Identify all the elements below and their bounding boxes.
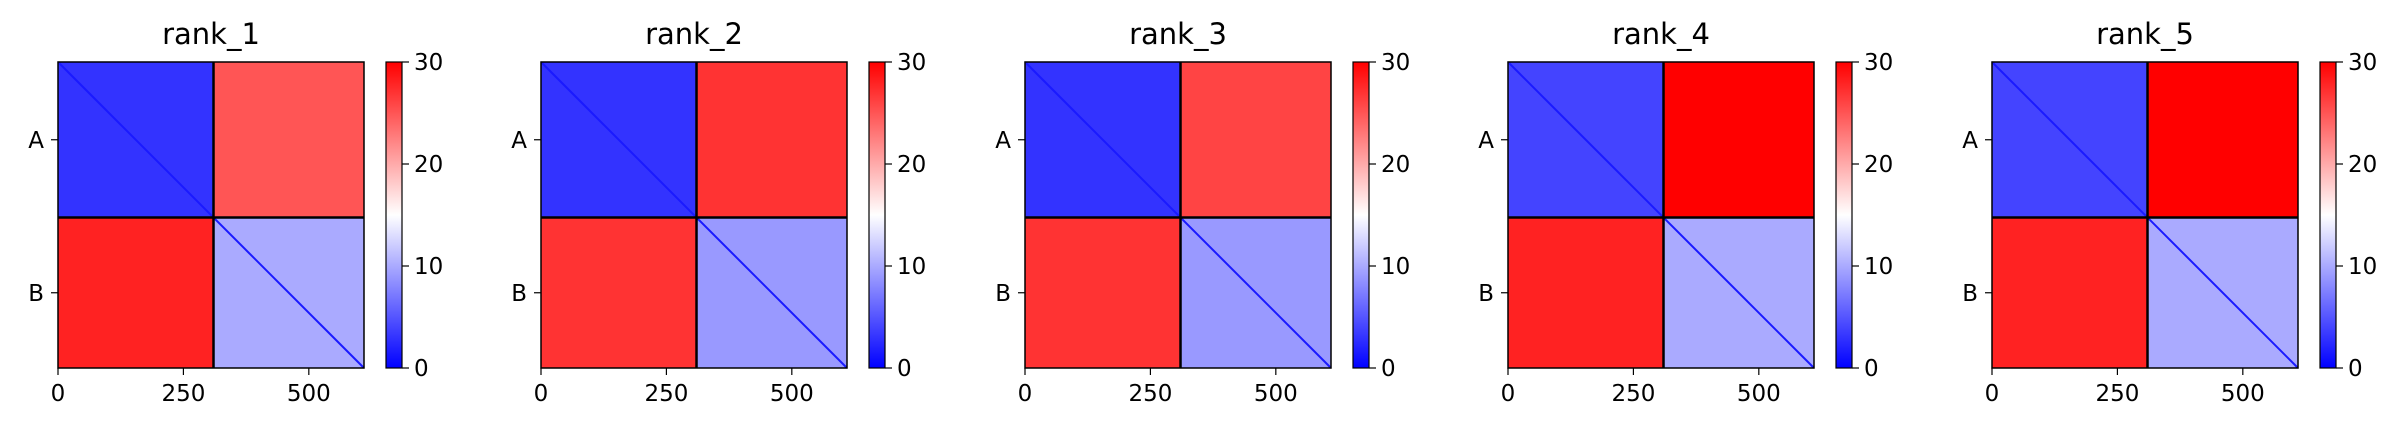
heatmap-block-ab bbox=[696, 62, 847, 218]
heatmap-frame bbox=[540, 61, 848, 369]
pae-panel-5: rank_5 0 250 500 A B 0 10 20 30 bbox=[1962, 17, 2377, 407]
colorbar-tick-label: 30 bbox=[1864, 50, 1893, 76]
heatmap-block-ab bbox=[1663, 62, 1814, 218]
heatmap-block-ba bbox=[1992, 217, 2148, 368]
heatmap-block-ba bbox=[58, 217, 214, 368]
y-tick-label: A bbox=[995, 128, 1011, 154]
y-tick-label: B bbox=[1962, 281, 1978, 307]
panel-title: rank_2 bbox=[645, 17, 743, 51]
colorbar-tick-label: 20 bbox=[1864, 152, 1893, 178]
panel-title: rank_4 bbox=[1612, 17, 1710, 51]
x-tick-label: 250 bbox=[161, 381, 205, 407]
panel-title: rank_3 bbox=[1129, 17, 1227, 51]
colorbar-tick-label: 30 bbox=[1381, 50, 1410, 76]
colorbar-tick-label: 30 bbox=[897, 50, 926, 76]
colorbar bbox=[868, 61, 886, 369]
colorbar-tick-label: 20 bbox=[2348, 152, 2377, 178]
y-tick-label: B bbox=[511, 281, 527, 307]
heatmap-diagonal bbox=[1024, 61, 1332, 369]
x-tick-label: 500 bbox=[1254, 381, 1298, 407]
colorbar-tick-label: 0 bbox=[2348, 356, 2363, 382]
pae-panel-3: rank_3 0 250 500 A B 0 10 20 30 bbox=[995, 17, 1410, 407]
heatmap-block-ab bbox=[213, 62, 364, 218]
y-tick-label: A bbox=[28, 128, 44, 154]
x-tick-label: 250 bbox=[1128, 381, 1172, 407]
colorbar-tick-label: 30 bbox=[2348, 50, 2377, 76]
x-tick-label: 0 bbox=[51, 381, 66, 407]
colorbar-tick-label: 10 bbox=[1381, 254, 1410, 280]
heatmap-diagonal bbox=[540, 61, 848, 369]
x-tick-label: 250 bbox=[2095, 381, 2139, 407]
y-tick-label: A bbox=[1478, 128, 1494, 154]
colorbar bbox=[1835, 61, 1853, 369]
colorbar-tick-label: 10 bbox=[414, 254, 443, 280]
heatmap-diagonal bbox=[1507, 61, 1815, 369]
x-tick-label: 0 bbox=[1985, 381, 2000, 407]
colorbar-tick-label: 10 bbox=[1864, 254, 1893, 280]
heatmap-frame bbox=[1991, 61, 2299, 369]
colorbar-tick-label: 10 bbox=[897, 254, 926, 280]
y-tick-label: B bbox=[995, 281, 1011, 307]
colorbar-tick-label: 20 bbox=[1381, 152, 1410, 178]
panel-title: rank_5 bbox=[2096, 17, 2194, 51]
x-tick-label: 0 bbox=[534, 381, 549, 407]
colorbar-tick-label: 30 bbox=[414, 50, 443, 76]
colorbar-tick-label: 20 bbox=[897, 152, 926, 178]
heatmap-block-ab bbox=[1180, 62, 1331, 218]
colorbar-tick-label: 0 bbox=[1864, 356, 1879, 382]
heatmap-diagonal bbox=[1991, 61, 2299, 369]
x-tick-label: 250 bbox=[644, 381, 688, 407]
colorbar-tick-label: 0 bbox=[414, 356, 429, 382]
heatmap-frame bbox=[1024, 61, 1332, 369]
x-tick-label: 500 bbox=[287, 381, 331, 407]
heatmap-frame bbox=[57, 61, 365, 369]
x-tick-label: 250 bbox=[1611, 381, 1655, 407]
y-tick-label: B bbox=[1478, 281, 1494, 307]
colorbar-tick-label: 0 bbox=[897, 356, 912, 382]
colorbar bbox=[2319, 61, 2337, 369]
x-tick-label: 500 bbox=[2221, 381, 2265, 407]
pae-panel-2: rank_2 0 250 500 A B 0 10 20 30 bbox=[511, 17, 926, 407]
y-tick-label: A bbox=[1962, 128, 1978, 154]
heatmap-frame bbox=[1507, 61, 1815, 369]
heatmap-block-ba bbox=[1508, 217, 1664, 368]
colorbar bbox=[1352, 61, 1370, 369]
pae-panel-1: rank_1 0 250 500 A B 0 10 20 30 bbox=[28, 17, 443, 407]
pae-panel-4: rank_4 0 250 500 A B 0 10 20 30 bbox=[1478, 17, 1893, 407]
y-tick-label: A bbox=[511, 128, 527, 154]
x-tick-label: 0 bbox=[1018, 381, 1033, 407]
x-tick-label: 500 bbox=[770, 381, 814, 407]
x-tick-label: 0 bbox=[1501, 381, 1516, 407]
heatmap-block-ab bbox=[2147, 62, 2298, 218]
colorbar-tick-label: 0 bbox=[1381, 356, 1396, 382]
heatmap-diagonal bbox=[57, 61, 365, 369]
colorbar-tick-label: 20 bbox=[414, 152, 443, 178]
heatmap-block-ba bbox=[1025, 217, 1181, 368]
heatmap-block-ba bbox=[541, 217, 697, 368]
y-tick-label: B bbox=[28, 281, 44, 307]
colorbar bbox=[385, 61, 403, 369]
colorbar-tick-label: 10 bbox=[2348, 254, 2377, 280]
panel-title: rank_1 bbox=[162, 17, 260, 51]
x-tick-label: 500 bbox=[1737, 381, 1781, 407]
